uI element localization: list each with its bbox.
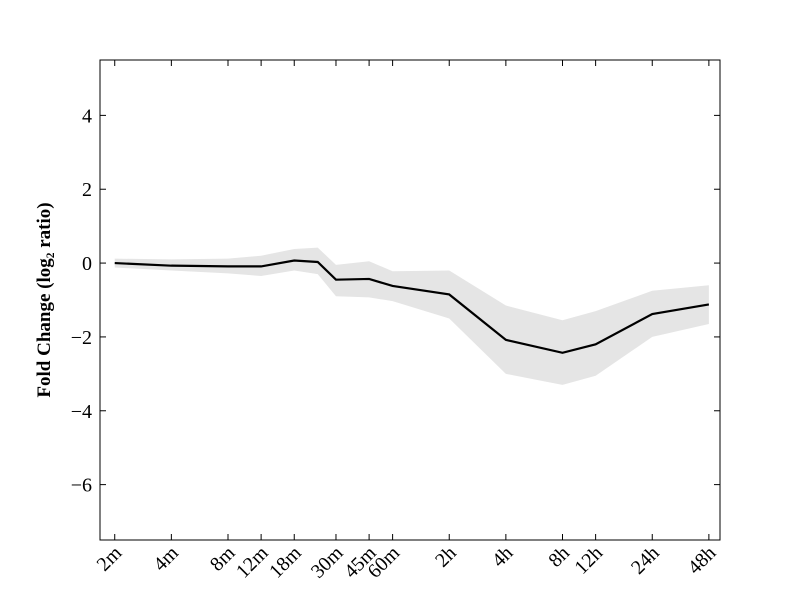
x-tick-label: 30m [307, 542, 348, 583]
y-tick-label: −4 [71, 401, 92, 423]
x-tick-label: 12m [232, 542, 273, 583]
x-tick-label: 4m [149, 542, 183, 576]
x-tick-label: 2h [431, 542, 461, 572]
x-tick-label: 12h [570, 542, 607, 579]
y-tick-label: 2 [82, 179, 92, 201]
x-tick-label: 8h [544, 542, 574, 572]
y-tick-label: −2 [71, 327, 92, 349]
x-tick-label: 18m [265, 542, 306, 583]
x-tick-label: 2m [93, 542, 127, 576]
plot-frame [99, 59, 721, 541]
x-tick-label: 4h [488, 542, 518, 572]
x-tick-label: 24h [627, 542, 664, 579]
y-tick-label: 0 [82, 253, 92, 275]
x-tick-label: 48h [684, 542, 721, 579]
y-tick-label: −6 [71, 475, 92, 497]
y-tick-label: 4 [82, 105, 92, 127]
line [114, 259, 710, 354]
y-axis-label: Fold Change (log₂ ratio) [34, 202, 55, 397]
band [114, 247, 709, 385]
